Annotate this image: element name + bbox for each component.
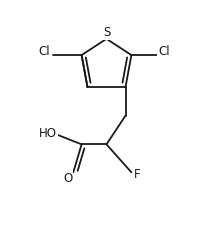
Text: Cl: Cl	[158, 46, 170, 58]
Text: F: F	[134, 168, 141, 181]
Text: Cl: Cl	[39, 46, 50, 58]
Text: S: S	[103, 26, 110, 39]
Text: HO: HO	[38, 128, 56, 140]
Text: O: O	[63, 172, 72, 185]
